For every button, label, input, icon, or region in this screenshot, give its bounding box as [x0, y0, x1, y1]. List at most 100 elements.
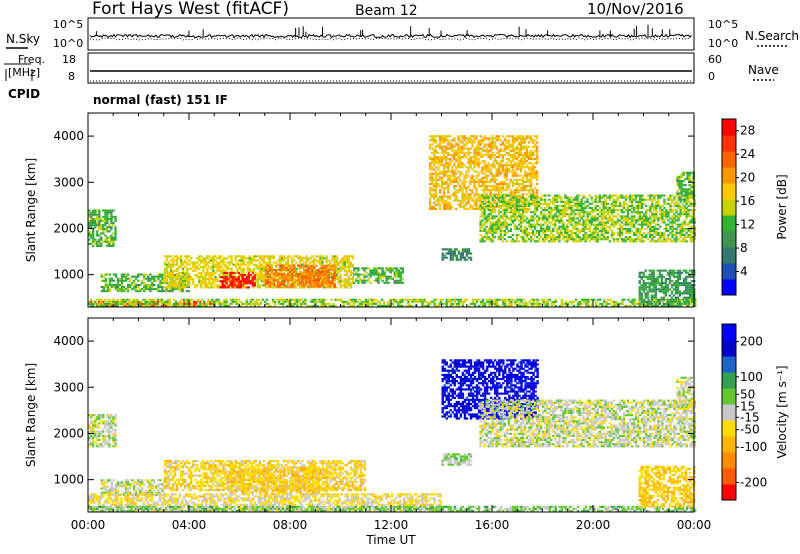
power-cell [461, 135, 464, 138]
power-cell [527, 234, 531, 237]
power-cell [529, 225, 533, 228]
power-cell [174, 302, 178, 305]
power-cell [202, 265, 205, 268]
power-cell [455, 180, 458, 183]
power-cell [323, 257, 326, 260]
power-cell [479, 194, 482, 197]
power-cell [584, 211, 587, 214]
power-cell [588, 234, 591, 237]
power-cell [198, 257, 201, 260]
power-cell [527, 158, 531, 161]
power-cell [234, 255, 237, 258]
power-cell [305, 264, 308, 267]
power-cell [132, 286, 136, 289]
power-cell [90, 217, 93, 220]
power-cell [459, 156, 462, 159]
power-cell [108, 240, 111, 243]
power-cell [501, 198, 505, 201]
power-cell [505, 231, 509, 234]
power-cell [348, 304, 352, 307]
power-cell [413, 300, 416, 303]
power-cell [269, 304, 273, 307]
power-cell [461, 137, 464, 140]
power-cell [485, 221, 488, 224]
power-cell [439, 160, 442, 163]
power-cell [94, 302, 97, 305]
power-cell [525, 166, 529, 169]
power-cell [540, 211, 543, 214]
power-cell [519, 209, 523, 212]
power-cell [264, 268, 268, 271]
power-cell [489, 170, 492, 173]
power-cell [315, 264, 318, 267]
power-cell [368, 302, 372, 305]
power-cell [164, 300, 168, 303]
power-cell [200, 271, 203, 274]
power-cell [187, 302, 190, 305]
power-cell [229, 298, 232, 301]
power-cell [477, 183, 480, 186]
power-cell [556, 200, 559, 203]
power-cell [167, 276, 171, 279]
power-cell [302, 300, 305, 303]
power-cell [520, 298, 523, 301]
power-cell [240, 255, 243, 258]
power-cell [175, 288, 178, 291]
power-cell [327, 267, 330, 270]
power-cell [483, 149, 486, 152]
power-cell [457, 189, 460, 192]
power-cell [590, 236, 593, 239]
power-cell [212, 278, 215, 281]
power-cell [335, 255, 338, 258]
power-cell [459, 185, 462, 188]
power-cell [548, 221, 551, 224]
power-cell [591, 298, 594, 301]
power-cell [370, 300, 374, 303]
power-cell [576, 304, 580, 307]
power-cell [517, 198, 521, 201]
power-cell [276, 278, 280, 281]
power-cell [493, 205, 496, 208]
power-cell [527, 238, 531, 241]
power-cell [592, 209, 595, 212]
power-cell [331, 273, 334, 276]
power-cell [499, 229, 503, 232]
power-cell [615, 300, 618, 303]
power-cell [525, 151, 529, 154]
power-cell [538, 302, 541, 305]
power-cell [401, 267, 405, 270]
power-cell [602, 221, 606, 224]
power-cell [108, 224, 111, 227]
power-cell [200, 286, 203, 289]
power-cell [303, 277, 306, 280]
power-cell [221, 280, 224, 283]
power-cell [285, 277, 288, 280]
power-cell [493, 223, 496, 226]
power-cell [473, 185, 476, 188]
power-cell [508, 304, 511, 307]
power-cell [601, 304, 604, 307]
power-cell [321, 264, 324, 267]
power-cell [264, 273, 268, 276]
power-cell [439, 172, 442, 175]
power-cell [507, 194, 511, 197]
power-cell [511, 195, 515, 198]
power-cell [527, 141, 531, 144]
power-cell [491, 215, 494, 218]
power-cell [535, 160, 539, 163]
power-cell [114, 273, 118, 276]
power-cell [445, 183, 448, 186]
power-cell [434, 176, 438, 179]
power-cell [430, 158, 434, 161]
power-cell [387, 277, 390, 280]
power-cell [481, 229, 484, 232]
power-cell [453, 158, 456, 161]
power-cell [556, 209, 559, 212]
power-cell [535, 221, 539, 224]
power-cell [309, 277, 312, 280]
power-cell [542, 202, 545, 205]
power-cell [351, 257, 355, 260]
power-cell [428, 187, 432, 190]
power-cell [167, 286, 171, 289]
power-cell [150, 300, 154, 303]
